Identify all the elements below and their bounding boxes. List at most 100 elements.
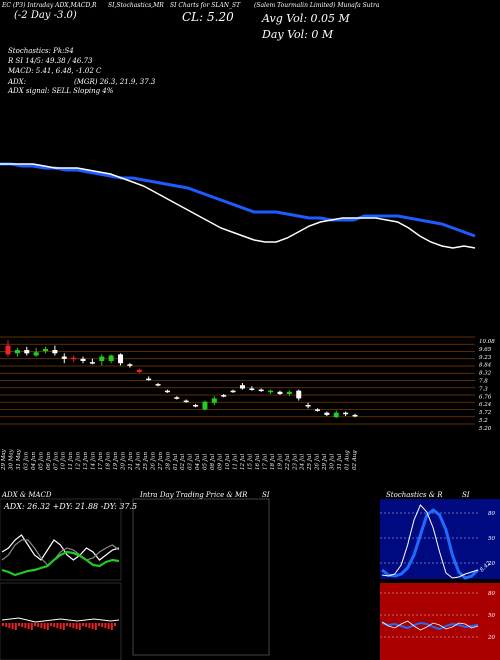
rsi-level-label: 80 <box>488 591 495 597</box>
candle-body <box>24 350 30 354</box>
macd-histogram-bar <box>114 623 116 626</box>
price-tick-label: 7.8 <box>479 379 488 385</box>
candle-body <box>333 412 339 418</box>
date-tick-label: 11 Jun <box>68 452 74 470</box>
date-tick-label: 04 Jun <box>31 452 37 470</box>
date-tick-label: 23 Jul <box>292 454 298 470</box>
intraday-title: Intra Day Trading Price & MR <box>140 491 248 499</box>
macd-histogram-bar <box>50 623 52 626</box>
adx-line-white <box>1 534 120 561</box>
price-tick-label: 5.2 <box>479 418 488 424</box>
candle-body <box>314 409 320 411</box>
candle-body <box>230 390 236 393</box>
date-tick-label: 05 Jul <box>203 454 209 470</box>
date-tick-label: 19 Jun <box>113 452 119 470</box>
macd-histogram-bar <box>27 623 30 629</box>
macd-histogram-bar <box>43 623 46 629</box>
date-tick-label: 04 Jul <box>195 454 201 470</box>
macd-histogram-bar <box>21 623 24 627</box>
date-tick-label: 19 Jul <box>277 454 283 470</box>
candle-body <box>71 357 77 360</box>
rsi-line-blue <box>381 621 479 631</box>
candle-body <box>324 412 330 415</box>
macd-histogram-bar <box>75 623 78 629</box>
date-tick-label: 20 Jun <box>120 452 126 470</box>
stoch-level-label: 50 <box>488 536 495 542</box>
macd-histogram-bar <box>24 623 27 628</box>
date-tick-label: 02 Aug <box>352 450 358 470</box>
candle-body <box>352 414 358 417</box>
stoch-level-label: 20 <box>487 561 495 567</box>
macd-histogram-bar <box>107 623 110 629</box>
price-tick-label: 5.72 <box>479 410 492 416</box>
price-tick-label: 7.3 <box>479 386 488 392</box>
candle-body <box>61 356 67 359</box>
ema-line-white <box>0 163 476 249</box>
adx-line-green <box>1 550 120 577</box>
candle-body <box>43 348 49 352</box>
intraday-panel <box>132 498 270 656</box>
macd-histogram-bar <box>72 623 75 628</box>
date-tick-label: 17 Jun <box>98 452 104 470</box>
adx-panel <box>0 498 122 581</box>
date-tick-label: 18 Jun <box>106 452 112 470</box>
date-tick-label: 09 Jul <box>218 454 224 470</box>
candle-body <box>89 362 95 364</box>
rsi-level-label: 50 <box>488 613 495 619</box>
rsi-line-white <box>381 620 479 631</box>
rsi-level-label: 20 <box>487 635 495 641</box>
date-tick-label: 17 Jul <box>262 454 268 470</box>
macd-histogram-bar <box>5 623 8 627</box>
macd-histogram-bar <box>37 623 40 627</box>
date-tick-label: 21 Jun <box>128 452 134 470</box>
macd-histogram-bar <box>53 623 56 627</box>
date-tick-label: 24 Jun <box>135 452 141 470</box>
macd-histogram-bar <box>82 623 84 626</box>
date-tick-label: 01 Jul <box>173 454 179 470</box>
macd-histogram-bar <box>2 623 4 626</box>
price-tick-label: 6.76 <box>479 394 492 400</box>
candle-body <box>127 364 133 366</box>
date-tick-label: 24 Jul <box>300 454 306 470</box>
stoch-line-white <box>381 504 479 579</box>
stoch-panel-title: Stochastics & R <box>386 491 443 499</box>
stoch-text: Stochastics: Pk:S4 <box>8 47 74 55</box>
candle-body <box>108 355 114 361</box>
price-tick-label: 9.23 <box>479 355 492 361</box>
candle-body <box>296 390 302 399</box>
stoch-level-label: 80 <box>488 511 495 517</box>
candle-body <box>268 390 274 393</box>
date-tick-label: 11 Jul <box>233 454 239 470</box>
header-line1-d: (Salem Tourmalin Limited) Munafa Sutra <box>254 2 380 9</box>
macd-histogram-bar <box>88 623 91 628</box>
candle-body <box>183 400 189 403</box>
date-tick-label: 30 May <box>8 448 14 470</box>
header-line1-c: SI Charts for SLAN_ST <box>170 2 241 9</box>
date-tick-label: 27 Jun <box>158 452 164 470</box>
mrsi-text: (MGR) 26.3, 21.9, 37.3 <box>74 78 156 86</box>
candle-body <box>136 369 142 372</box>
price-tick-label: 10.08 <box>479 339 495 345</box>
candle-body <box>14 350 20 354</box>
date-tick-label: 31 May <box>16 448 22 470</box>
price-tick-label: 5.20 <box>479 426 492 432</box>
adx-panel-title: ADX & MACD <box>2 491 52 499</box>
date-tick-label: 12 Jun <box>76 452 82 470</box>
date-tick-label: 10 Jul <box>225 454 231 470</box>
price-tick-label: 8.32 <box>479 371 492 377</box>
macd-histogram-bar <box>11 623 14 629</box>
date-tick-label: 05 Jun <box>38 452 44 470</box>
candle-body <box>277 391 283 394</box>
candle-body <box>5 345 11 355</box>
candle-body <box>146 378 152 381</box>
price-chart: 10.08 9.65 9.23 8.84 8.32 7.87.3 6.76 6.24 5.72 5… <box>0 162 495 470</box>
macd-histogram-bar <box>18 623 20 626</box>
price-tick-label: 6.24 <box>479 402 492 408</box>
day-vol: Day Vol: 0 M <box>262 28 334 41</box>
candle-body <box>193 405 199 407</box>
date-tick-label: 07 Jun <box>53 452 59 470</box>
candle-body <box>164 390 170 393</box>
macd-histogram-bar <box>46 623 49 630</box>
candle-body <box>305 405 311 407</box>
candle-body <box>202 401 208 410</box>
